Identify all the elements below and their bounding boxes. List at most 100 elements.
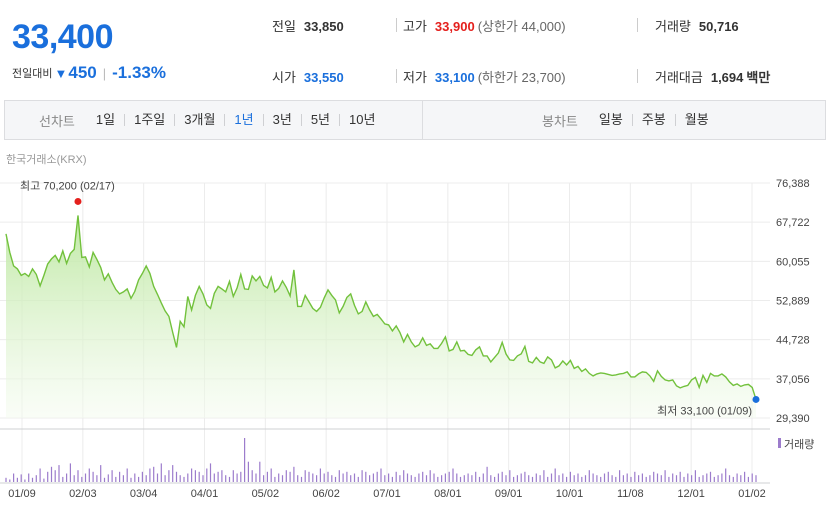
volume-bar (634, 471, 636, 482)
volume-bar (293, 466, 295, 482)
volume-bar (531, 476, 534, 482)
volume-bar (289, 471, 291, 482)
stat-low-label: 저가 (403, 70, 427, 85)
volume-bar (111, 470, 113, 482)
volume-bar (353, 473, 356, 482)
tab-weekly[interactable]: 주봉 (631, 113, 675, 126)
tab-10year[interactable]: 10년 (339, 113, 384, 126)
volume-bar (77, 470, 79, 482)
stat-amount-label: 거래대금 (655, 70, 703, 85)
line-chart-label[interactable]: 선차트 (39, 113, 75, 129)
tab-3month[interactable]: 3개월 (174, 113, 224, 126)
volume-bar (414, 476, 416, 482)
x-tick-label: 04/01 (191, 488, 219, 500)
period-bar: 선차트 1일 1주일 3개월 1년 3년 5년 10년 봉차트 일봉 주봉 월봉 (4, 100, 826, 140)
volume-bar (88, 468, 90, 482)
volume-bar (539, 475, 541, 482)
volume-bar (611, 475, 613, 482)
volume-bar (486, 466, 488, 482)
volume-bar (728, 475, 731, 482)
tab-1year[interactable]: 1년 (224, 113, 262, 126)
volume-bar (209, 463, 212, 482)
volume-bar (369, 475, 371, 482)
volume-bar (622, 475, 624, 482)
tab-1week[interactable]: 1주일 (124, 113, 174, 126)
volume-bar (122, 475, 124, 482)
line-chart-tabs: 선차트 1일 1주일 3개월 1년 3년 5년 10년 (39, 111, 384, 130)
stat-high-label: 고가 (403, 19, 427, 34)
tab-monthly[interactable]: 월봉 (674, 113, 718, 126)
volume-bar (751, 473, 753, 482)
volume-bar (603, 473, 606, 482)
volume-bar (228, 476, 231, 482)
volume-bar (308, 471, 310, 482)
divider (637, 18, 638, 32)
volume-bar (516, 475, 518, 482)
y-tick-label: 44,728 (776, 335, 810, 347)
volume-bar (213, 473, 215, 482)
volume-bar (554, 468, 556, 482)
volume-bar (217, 471, 219, 482)
volume-bar (558, 475, 560, 482)
volume-bar (183, 476, 185, 482)
volume-bar (562, 473, 564, 482)
volume-bar (471, 475, 473, 482)
tab-daily[interactable]: 일봉 (598, 112, 623, 127)
volume-bar (24, 479, 26, 482)
volume-bar (172, 465, 174, 482)
tab-3year[interactable]: 3년 (262, 113, 301, 126)
volume-bar (672, 473, 674, 482)
price-area (6, 215, 756, 418)
volume-bar (9, 479, 11, 482)
volume-bar (191, 468, 193, 482)
x-tick-label: 07/01 (373, 488, 401, 500)
volume-bars (5, 438, 757, 482)
volume-bar (266, 471, 268, 482)
volume-bar (198, 471, 200, 482)
volume-bar (297, 475, 299, 482)
y-axis: 76,388 67,722 60,055 52,889 44,728 37,056 29,3… (776, 178, 810, 425)
tab-5year[interactable]: 5년 (300, 113, 339, 126)
volume-bar (244, 438, 246, 482)
volume-bar (168, 470, 170, 482)
volume-bar (138, 476, 140, 482)
volume-bar (547, 476, 549, 482)
change-percent: -1.33% (112, 63, 166, 82)
volume-bar (384, 475, 386, 482)
volume-bar (31, 477, 34, 482)
volume-bar (448, 471, 450, 482)
volume-bar (569, 471, 571, 482)
volume-bar (630, 476, 632, 482)
stat-low-value: 33,100 (434, 70, 475, 85)
x-tick-label: 02/03 (69, 488, 97, 500)
volume-bar (501, 471, 503, 482)
candle-chart-label[interactable]: 봉차트 (542, 113, 578, 129)
volume-bar (406, 473, 409, 482)
volume-bar (225, 475, 227, 482)
stat-prev-close: 전일 33,850 (272, 16, 344, 35)
stat-amount: 거래대금 1,694 백만 (655, 67, 770, 86)
stat-prev-label: 전일 (272, 19, 296, 34)
divider (637, 69, 638, 83)
volume-bar (334, 476, 337, 482)
volume-bar (16, 477, 18, 482)
volume-bar (263, 475, 265, 482)
volume-bar (84, 473, 87, 482)
volume-bar (425, 475, 428, 482)
current-price: 33,400 (12, 18, 114, 56)
volume-bar (221, 470, 223, 482)
stat-amount-value: 1,694 (710, 70, 744, 85)
volume-bar (96, 475, 98, 482)
volume-bar (497, 473, 499, 482)
volume-bar (577, 473, 579, 482)
max-annotation: 최고 70,200 (02/17) (20, 179, 115, 192)
volume-bar (584, 475, 587, 482)
volume-bar (119, 471, 121, 482)
volume-bar (54, 470, 56, 482)
volume-bar (247, 461, 249, 482)
volume-bar (456, 473, 458, 482)
volume-bar (270, 468, 272, 482)
volume-bar (81, 476, 83, 482)
volume-bar (149, 468, 151, 482)
tab-1day[interactable]: 1일 (95, 112, 116, 127)
